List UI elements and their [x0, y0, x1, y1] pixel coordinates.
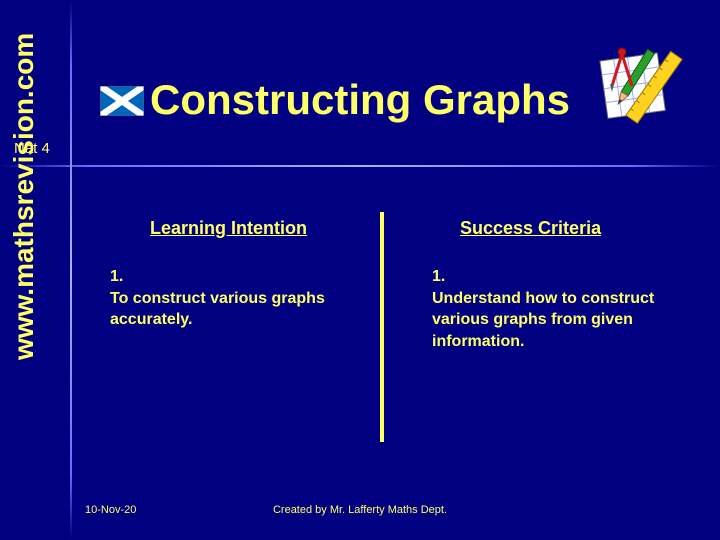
learning-intention-item: 1. To construct various graphs accuratel… [110, 266, 360, 331]
item-text: To construct various graphs accurately. [110, 288, 334, 331]
learning-intention-heading: Learning Intention [150, 218, 307, 239]
item-number: 1. [110, 266, 132, 288]
item-number: 1. [432, 266, 454, 288]
horizontal-divider [0, 165, 720, 167]
slide-title: Constructing Graphs [0, 76, 720, 124]
sidebar-url: www.mathsrevision.com [8, 33, 40, 360]
success-criteria-item: 1. Understand how to construct various g… [432, 266, 702, 352]
success-criteria-heading: Success Criteria [460, 218, 601, 239]
footer-author: Created by Mr. Lafferty Maths Dept. [0, 504, 720, 516]
item-text: Understand how to construct various grap… [432, 288, 676, 353]
column-divider [380, 212, 384, 442]
